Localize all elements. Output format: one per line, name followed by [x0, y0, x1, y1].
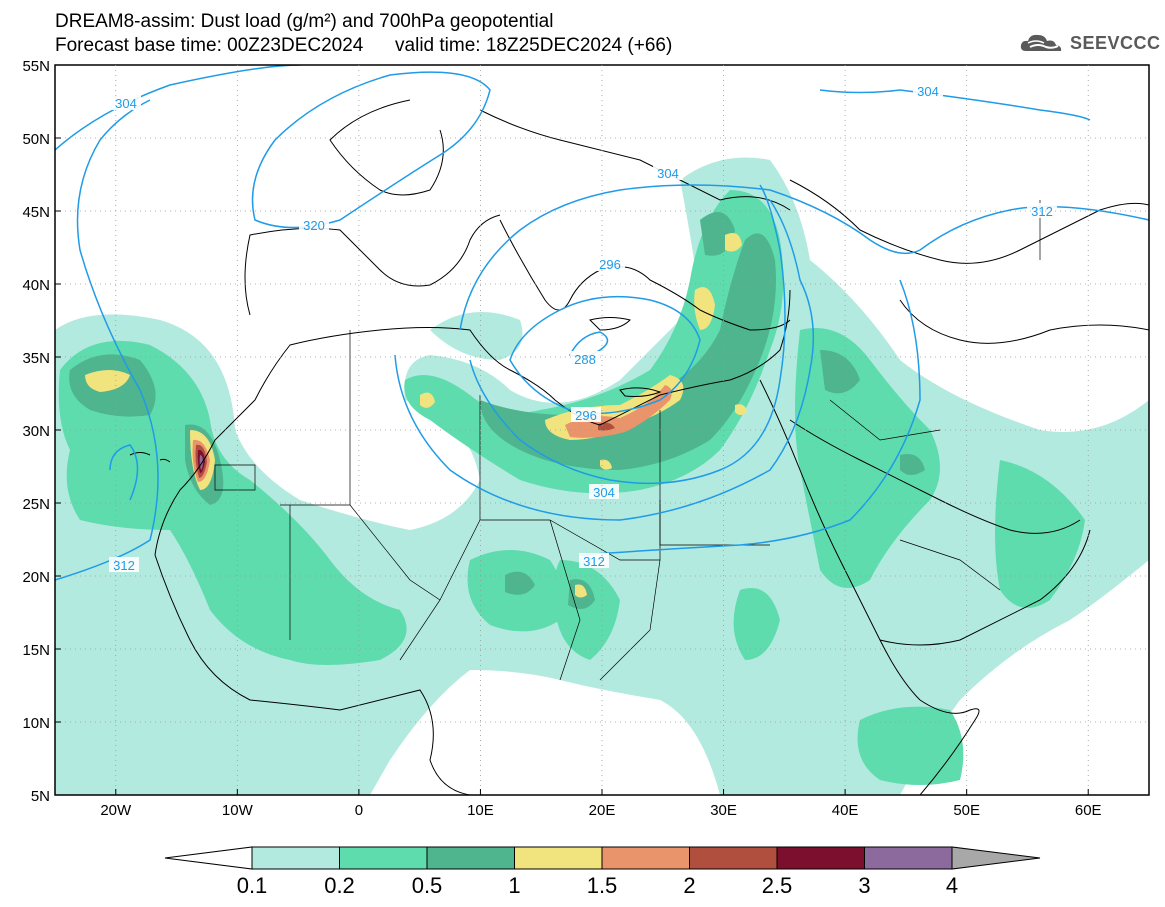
- cloud-icon: [1020, 34, 1062, 51]
- contour-label: 296: [575, 408, 597, 423]
- colorbar-label: 3: [858, 873, 870, 898]
- gridlines: [55, 65, 1149, 795]
- colorbar-high-arrow: [951, 846, 1041, 870]
- contour-label-bg: [653, 165, 683, 180]
- contour-label: 296: [599, 257, 621, 272]
- lon-tick-label: 30E: [710, 802, 737, 819]
- dust-field: [55, 157, 1149, 795]
- contour-label-bg: [109, 557, 139, 572]
- dust-level-3: [199, 455, 203, 470]
- contour-label-bg: [913, 83, 943, 98]
- lon-tick-label: 50E: [953, 802, 980, 819]
- lon-tick-label: 40E: [832, 802, 859, 819]
- lat-tick-label: 40N: [22, 277, 50, 294]
- contour-label-bg: [1027, 203, 1057, 218]
- colorbar-label: 0.1: [237, 873, 268, 898]
- colorbar-segment: [864, 846, 953, 870]
- lat-tick-label: 50N: [22, 131, 50, 148]
- contour-label-bg: [579, 553, 609, 568]
- lon-tick-label: 10E: [467, 802, 494, 819]
- colorbar-segment: [689, 846, 778, 870]
- contour-label: 312: [113, 558, 135, 573]
- colorbar-low-arrow: [164, 846, 253, 870]
- contour-label: 320: [303, 218, 325, 233]
- contour-label: 312: [1031, 204, 1053, 219]
- contour-label-bg: [570, 351, 600, 366]
- contour-label: 288: [574, 352, 596, 367]
- lat-tick-label: 20N: [22, 569, 50, 586]
- colorbar-segment: [339, 846, 428, 870]
- lon-tick-label: 0: [355, 802, 363, 819]
- colorbar-label: 1.5: [587, 873, 618, 898]
- contour-label: 312: [583, 554, 605, 569]
- lat-tick-label: 35N: [22, 350, 50, 367]
- lat-tick-label: 5N: [31, 788, 50, 805]
- colorbar-segment: [514, 846, 603, 870]
- borders: [214, 200, 1041, 681]
- lat-tick-label: 30N: [22, 423, 50, 440]
- colorbar-segment: [426, 846, 515, 870]
- colorbar-label: 2: [683, 873, 695, 898]
- contour-label-bg: [299, 217, 329, 232]
- contour-label: 304: [657, 166, 679, 181]
- colorbar-segment: [251, 846, 340, 870]
- latitude-labels: 55N 50N 45N 40N 35N 30N 25N 20N 15N 10N 5N: [22, 58, 61, 805]
- contour-label-bg: [595, 256, 625, 271]
- contour-label: 304: [593, 485, 615, 500]
- lon-tick-label: 20E: [589, 802, 616, 819]
- map-title: DREAM8-assim: Dust load (g/m²) and 700hP…: [55, 11, 554, 32]
- lat-tick-label: 15N: [22, 642, 50, 659]
- contour-label-bg: [111, 95, 141, 110]
- lat-tick-label: 25N: [22, 496, 50, 513]
- contour-label: 304: [115, 96, 137, 111]
- colorbar-label: 0.2: [324, 873, 355, 898]
- lat-tick-label: 45N: [22, 204, 50, 221]
- lon-tick-label: 20W: [100, 802, 132, 819]
- colorbar-label: 2.5: [762, 873, 793, 898]
- map-subtitle: Forecast base time: 00Z23DEC2024 valid t…: [55, 35, 673, 56]
- colorbar-segment: [776, 846, 865, 870]
- logo-text: SEEVCCC: [1070, 32, 1161, 53]
- colorbar-segment: [601, 846, 690, 870]
- coastlines: [129, 99, 1149, 795]
- longitude-labels: 20W 10W 0 10E 20E 30E 40E 50E 60E: [100, 789, 1102, 819]
- lon-tick-label: 60E: [1075, 802, 1102, 819]
- lat-tick-label: 10N: [22, 715, 50, 732]
- contour-label-bg: [571, 407, 601, 422]
- colorbar-label: 4: [946, 873, 958, 898]
- contour-label: 304: [917, 84, 939, 99]
- seevccc-logo: SEEVCCC: [1018, 31, 1161, 55]
- colorbar-label: 0.5: [412, 873, 443, 898]
- colorbar: 0.1 0.2 0.5 1 1.5 2 2.5 3 4: [164, 846, 1041, 898]
- lon-tick-label: 10W: [222, 802, 254, 819]
- colorbar-label: 1: [508, 873, 520, 898]
- contour-label-bg: [589, 484, 619, 499]
- lat-tick-label: 55N: [22, 58, 50, 75]
- contour-labels: 304 320 304 304 312 296 288 296 304 312 312: [109, 83, 1057, 573]
- geopotential-contours: [55, 65, 1149, 581]
